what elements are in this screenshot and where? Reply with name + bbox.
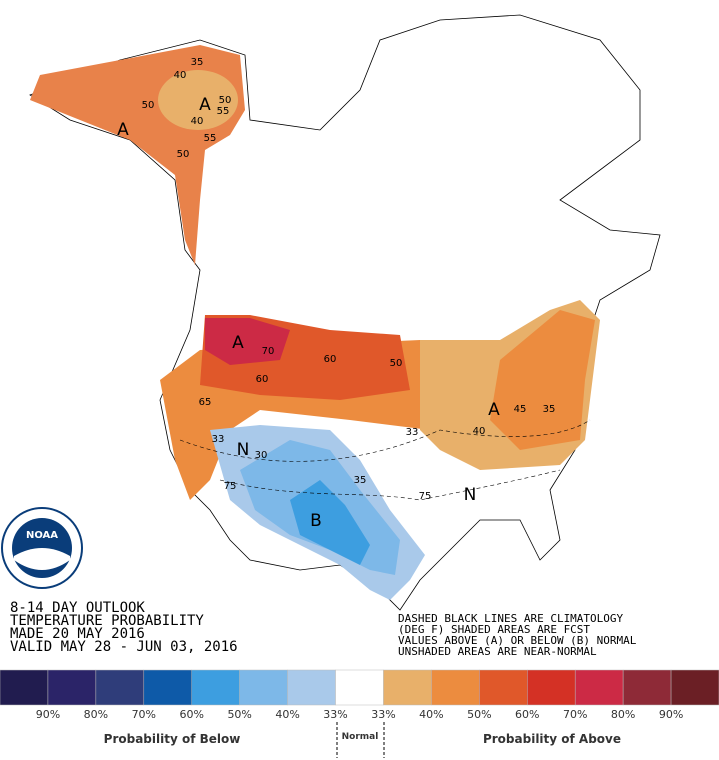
legend-swatch	[0, 669, 49, 706]
region-alaska-40	[158, 70, 238, 130]
contour-label: 75	[419, 491, 432, 502]
legend-label: 60%	[180, 708, 204, 721]
logo-text: NOAA	[26, 530, 58, 541]
legend-swatch	[335, 669, 384, 706]
legend-label: 50%	[227, 708, 251, 721]
note-line: UNSHADED AREAS ARE NEAR-NORMAL	[398, 645, 597, 658]
contour-label: 60	[324, 354, 337, 365]
legend-label: 70%	[563, 708, 587, 721]
outlook-line: MADE 20 MAY 2016	[10, 626, 145, 642]
contour-label: 65	[199, 397, 212, 408]
contour-label: 50	[177, 149, 190, 160]
map-letter: N	[237, 440, 250, 460]
legend-swatch	[47, 669, 97, 706]
contour-label: 70	[262, 346, 275, 357]
legend-below: Probability of Below	[104, 732, 241, 746]
contour	[219, 469, 561, 501]
outlook-line: 8-14 DAY OUTLOOK	[10, 600, 145, 616]
legend-swatch	[479, 669, 528, 706]
map-letter: A	[199, 95, 211, 115]
note-line: VALUES ABOVE (A) OR BELOW (B) NORMAL	[398, 634, 637, 647]
note-line: (DEG F) SHADED AREAS ARE FCST	[398, 623, 590, 636]
legend-swatch	[383, 669, 432, 706]
map-letter: A	[488, 400, 500, 420]
notes: DASHED BLACK LINES ARE CLIMATOLOGY (DEG …	[398, 612, 637, 658]
contour-label: 33	[212, 434, 225, 445]
legend-swatch	[431, 669, 480, 706]
legend-label: 33%	[323, 708, 347, 721]
contour-label: 35	[354, 475, 367, 486]
contour-label: 35	[543, 404, 556, 415]
noaa-logo: NOAA	[1, 507, 83, 589]
legend-label: 90%	[36, 708, 60, 721]
outlook-line: VALID MAY 28 - JUN 03, 2016	[10, 639, 238, 655]
legend-swatch	[287, 669, 336, 706]
contour-label: 75	[224, 481, 237, 492]
outlook-line: TEMPERATURE PROBABILITY	[10, 613, 204, 629]
note-line: DASHED BLACK LINES ARE CLIMATOLOGY	[398, 612, 624, 625]
legend-label: 40%	[419, 708, 443, 721]
contour-label: 55	[217, 106, 230, 117]
contour-label: 30	[255, 450, 268, 461]
legend-swatch	[143, 669, 192, 706]
contour-label: 45	[514, 404, 527, 415]
contour-label: 55	[204, 133, 217, 144]
legend-label: 70%	[132, 708, 156, 721]
region-above-northeast	[490, 310, 595, 450]
legend-normal: Normal	[342, 732, 379, 742]
climatology-lines	[179, 419, 591, 501]
contour-label: 33	[406, 427, 419, 438]
logo-bird	[14, 548, 70, 570]
contour-label: 60	[256, 374, 269, 385]
contour-label: 50	[142, 100, 155, 111]
region-below-50	[290, 480, 370, 565]
legend-label: 90%	[659, 708, 683, 721]
map-letter: N	[464, 485, 477, 505]
contour-label: 40	[174, 70, 187, 81]
legend-swatch	[95, 669, 145, 706]
legend-label: 33%	[371, 708, 395, 721]
legend-swatch	[191, 669, 240, 706]
contour-label: 35	[191, 57, 204, 68]
map-letter: A	[117, 120, 129, 140]
contour-label: 40	[473, 426, 486, 437]
region-above-70	[205, 318, 290, 365]
contour-label: 50	[219, 95, 232, 106]
legend-swatch	[239, 669, 288, 706]
legend-swatch	[622, 669, 672, 706]
outlook-text: 8-14 DAY OUTLOOK TEMPERATURE PROBABILITY…	[10, 600, 238, 655]
legend-swatch	[670, 669, 719, 706]
legend: 90% 80% 70% 60% 50% 40% 33% 33% 40% 50% 60% 70% 80% 9…	[0, 669, 719, 721]
legend-label: 40%	[275, 708, 299, 721]
contour	[179, 419, 591, 462]
contour-label: 50	[390, 358, 403, 369]
legend-swatch	[527, 669, 576, 706]
legend-label: 80%	[84, 708, 108, 721]
legend-label: 80%	[611, 708, 635, 721]
legend-label: 60%	[515, 708, 539, 721]
map-letter: B	[310, 511, 322, 531]
legend-swatch	[574, 669, 624, 706]
legend-above: Probability of Above	[483, 732, 621, 746]
contour-label: 40	[191, 116, 204, 127]
map-letter: A	[232, 333, 244, 353]
legend-label: 50%	[467, 708, 491, 721]
